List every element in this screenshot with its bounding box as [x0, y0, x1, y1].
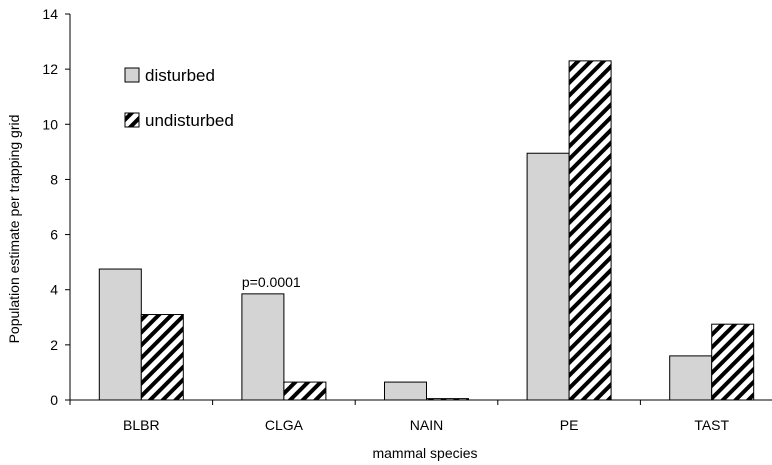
- bar-disturbed-tast: [669, 355, 713, 401]
- y-tick-label: 12: [42, 61, 58, 77]
- bar-disturbed-pe: [526, 152, 570, 401]
- bar-undisturbed-pe: [568, 60, 612, 401]
- bar-undisturbed-nain: [426, 398, 469, 401]
- legend-label-undisturbed: undisturbed: [145, 111, 234, 130]
- bar-undisturbed-clga: [283, 381, 327, 401]
- x-tick-label: PE: [560, 417, 579, 433]
- x-axis-label: mammal species: [372, 445, 477, 461]
- x-axis: BLBR CLGA NAIN PE TAST: [69, 399, 772, 433]
- x-tick-label: TAST: [694, 417, 729, 433]
- y-axis: 0 2 4 6 8 10 12 14: [42, 6, 71, 408]
- y-tick-label: 4: [50, 282, 58, 298]
- bar-disturbed-nain: [384, 381, 427, 401]
- y-tick-label: 8: [50, 171, 58, 187]
- bar-undisturbed-tast: [711, 323, 755, 401]
- y-axis-label: Population estimate per trapping grid: [6, 115, 22, 344]
- bars: [98, 60, 755, 401]
- legend-swatch-disturbed: [124, 67, 140, 83]
- bar-disturbed-blbr: [98, 268, 142, 401]
- y-tick-label: 10: [42, 116, 58, 132]
- x-tick-label: BLBR: [123, 417, 160, 433]
- legend: disturbed undisturbed: [124, 66, 234, 130]
- x-tick-label: NAIN: [410, 417, 443, 433]
- bar-disturbed-clga: [241, 293, 285, 401]
- x-tick-label: CLGA: [265, 417, 304, 433]
- y-tick-label: 0: [50, 392, 58, 408]
- y-tick-label: 2: [50, 337, 58, 353]
- p-value-annotation: p=0.0001: [242, 274, 301, 290]
- legend-swatch-undisturbed: [124, 112, 140, 128]
- legend-label-disturbed: disturbed: [145, 66, 215, 85]
- bar-undisturbed-blbr: [140, 314, 184, 401]
- y-tick-label: 14: [42, 6, 58, 22]
- y-tick-label: 6: [50, 227, 58, 243]
- annotations: p=0.0001: [242, 274, 301, 290]
